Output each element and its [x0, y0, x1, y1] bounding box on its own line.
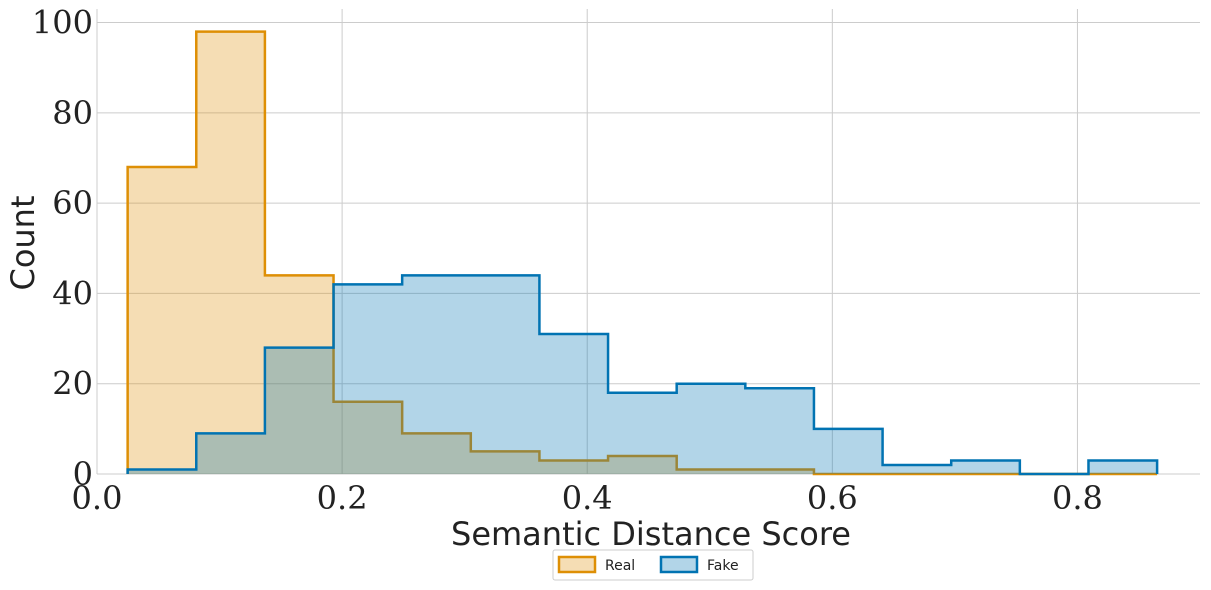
bin-fake — [471, 275, 540, 474]
series-area-fake — [127, 275, 1158, 474]
bin-fake — [1088, 460, 1157, 474]
y-tick-label: 80 — [52, 94, 93, 132]
bin-fake — [951, 460, 1020, 474]
bin-fake — [814, 429, 883, 474]
y-tick-label: 0 — [73, 455, 93, 493]
bin-fake — [334, 284, 403, 474]
x-tick-label: 0.6 — [807, 479, 858, 517]
series-layer — [126, 30, 1159, 476]
series-outline-fake — [126, 274, 1159, 476]
bin-fake — [128, 469, 197, 474]
legend-box — [552, 549, 754, 581]
legend-swatch-fake — [659, 555, 699, 574]
bin-fake — [402, 275, 471, 474]
series-outline-real — [126, 30, 1158, 476]
bin-fake — [265, 348, 334, 474]
x-tick-label: 0.0 — [72, 479, 123, 517]
legend-swatch-real — [557, 555, 597, 574]
bin-fake — [883, 465, 952, 474]
series-area-real — [127, 31, 1158, 474]
x-tick-label: 0.4 — [562, 479, 613, 517]
series-real — [126, 30, 1158, 476]
y-axis-label: Count — [4, 195, 42, 290]
legend: Real Fake — [552, 549, 754, 581]
x-axis-label: Semantic Distance Score — [451, 515, 851, 553]
bin-real — [196, 32, 265, 474]
series-fake — [126, 274, 1159, 476]
bin-fake — [745, 388, 814, 474]
y-tick-label: 100 — [32, 4, 93, 42]
bin-fake — [677, 384, 746, 474]
x-tick-label: 0.2 — [317, 479, 368, 517]
bin-real — [128, 167, 197, 474]
grid — [96, 9, 1200, 475]
bin-fake — [608, 393, 677, 474]
legend-label-real: Real — [605, 558, 635, 574]
y-tick-label: 60 — [52, 184, 93, 222]
bin-fake — [539, 334, 608, 474]
bin-fake — [196, 433, 265, 474]
y-tick-label: 20 — [52, 365, 93, 403]
legend-label-fake: Fake — [707, 558, 739, 574]
x-tick-label: 0.8 — [1052, 479, 1103, 517]
tick-labels: 0.0 0.2 0.4 0.6 0.8 0 20 40 60 80 100 — [32, 4, 1103, 517]
y-tick-label: 40 — [52, 274, 93, 312]
